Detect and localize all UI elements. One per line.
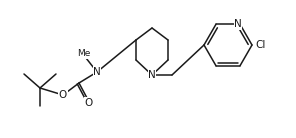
Text: Cl: Cl — [256, 40, 266, 50]
Text: O: O — [85, 98, 93, 108]
Text: N: N — [234, 19, 242, 29]
Text: N: N — [93, 67, 101, 77]
Text: O: O — [59, 90, 67, 100]
Text: N: N — [148, 70, 156, 80]
Text: Me: Me — [77, 50, 91, 59]
